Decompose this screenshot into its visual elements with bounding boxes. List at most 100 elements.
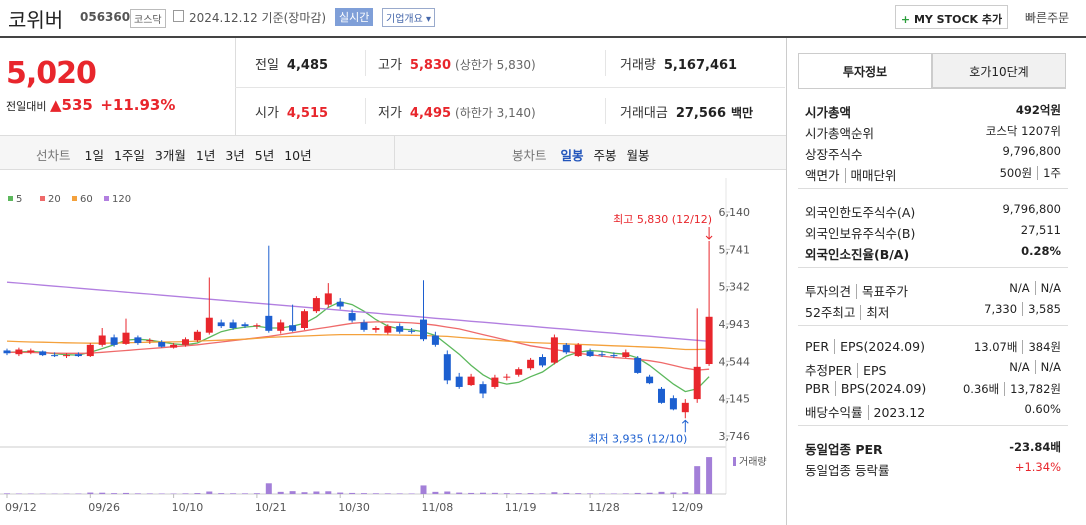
volume-bar [99, 492, 106, 494]
volume-bar [456, 492, 463, 494]
date: 2024.12.12 기준(장마감) [189, 9, 326, 26]
calendar-icon [173, 10, 184, 22]
value-part: N/A [1034, 281, 1061, 295]
info-label: 배당수익률 2023.12 [805, 402, 926, 421]
candle-body [658, 388, 665, 403]
info-value: 0.28% [1021, 244, 1061, 263]
candle-body [217, 322, 225, 327]
tab-item[interactable]: 주봉 [593, 148, 617, 163]
info-label: 시가총액 [805, 102, 851, 121]
label-part: 동일업종 등락률 [805, 463, 890, 478]
item-value: 5,830 [409, 58, 452, 73]
item-label: 시가 [255, 106, 279, 121]
tab-item[interactable]: 월봉 [626, 148, 650, 163]
volume-bar [610, 493, 617, 494]
volume-bar [146, 493, 153, 494]
volume-bar [349, 492, 356, 494]
tab-item[interactable]: 5년 [254, 148, 275, 163]
candle-body [384, 326, 392, 333]
value-part: 0.28% [1021, 244, 1061, 258]
volume-bar [75, 493, 82, 494]
item-value: 27,566 [675, 106, 727, 121]
info-value: 492억원 [1016, 102, 1061, 121]
label-part: 추정PER [805, 363, 853, 378]
change-row: 전일대비 ▲535 +11.93% [6, 96, 175, 114]
volume-bar [87, 492, 94, 494]
volume-bar [361, 493, 367, 494]
label-part: EPS(2024.09) [834, 339, 925, 354]
legend-label: 120 [112, 194, 131, 205]
realtime-button[interactable]: 실시간 [335, 8, 374, 26]
candle-body [455, 376, 463, 387]
volume-bar [218, 493, 225, 494]
candle-body [182, 339, 189, 345]
label-part: 최저 [860, 305, 890, 320]
change-number: 535 [61, 96, 93, 114]
current-price: 5,020 [6, 56, 97, 91]
candle-body [146, 340, 154, 342]
info-label: 동일업종 PER [805, 439, 883, 458]
tab-item[interactable]: 3개월 [154, 148, 186, 163]
my-stock-button[interactable]: + MY STOCK 추가 [895, 5, 1008, 29]
tab-item[interactable]: 10년 [284, 148, 312, 163]
label-part: 52주최고 [805, 305, 856, 320]
info-value: 7,330 3,585 [984, 302, 1061, 321]
volume-bar [242, 493, 248, 494]
high-label: 최고 5,830 (12/12) [613, 213, 712, 226]
candle-body [74, 354, 82, 357]
volume-bar [4, 493, 10, 494]
quick-order[interactable]: 빠른주문 [1025, 11, 1070, 25]
tab-heading: 봉차트 [512, 148, 547, 163]
tab-invest[interactable]: 투자정보 [798, 53, 932, 88]
info-label: 52주최고 최저 [805, 302, 890, 321]
info-value: N/A N/A [1009, 281, 1061, 300]
date-value: 2024.12.12 [189, 11, 258, 25]
tab-item[interactable]: 1년 [195, 148, 216, 163]
tab-item[interactable]: 일봉 [560, 148, 584, 163]
candle-body [15, 349, 23, 355]
candle-body [527, 359, 535, 369]
price-item: 거래량 5,167,461 [620, 54, 737, 73]
tab-item[interactable]: 3년 [225, 148, 245, 163]
volume-bar [480, 492, 486, 494]
info-label: 액면가 매매단위 [805, 165, 897, 184]
candle-body [443, 354, 451, 381]
info-row: 배당수익률 2023.12 0.60% [805, 402, 1061, 421]
overview-button[interactable]: 기업개요 ▾ [382, 8, 436, 27]
value-part: 492억원 [1015, 103, 1061, 117]
candle-body [134, 337, 142, 343]
divider [235, 87, 785, 88]
label-part: 2023.12 [867, 405, 926, 420]
candle-body [205, 317, 213, 333]
legend-swatch [8, 196, 13, 201]
value-part: 500원 [999, 166, 1033, 180]
tab-orderbook[interactable]: 호가10단계 [932, 53, 1066, 88]
candle-body [3, 350, 11, 354]
volume-bar [587, 493, 594, 494]
candle-body [348, 313, 356, 321]
legend-label: 60 [80, 194, 93, 205]
divider [365, 50, 366, 76]
divider [394, 135, 395, 170]
label-part: 매매단위 [844, 168, 897, 183]
y-tick-label: 6,140 [719, 206, 751, 219]
tab-heading: 선차트 [36, 148, 71, 163]
info-value: N/A N/A [1009, 360, 1061, 379]
candle-body [408, 330, 416, 332]
item-value: 4,485 [286, 58, 329, 73]
candle-body [705, 316, 713, 365]
candle-body [301, 311, 308, 329]
value-part: N/A [1009, 281, 1030, 295]
volume-bar [646, 492, 653, 494]
candle-body [170, 344, 178, 348]
info-label: 시가총액순위 [805, 123, 874, 142]
value-part: N/A [1009, 360, 1030, 374]
ma-line [6, 281, 710, 342]
price-item: 거래대금 27,566 백만 [620, 102, 753, 121]
tab-item[interactable]: 1일 [84, 148, 104, 163]
value-part: 9,796,800 [1002, 144, 1061, 158]
section-rule [798, 425, 1068, 426]
tab-item[interactable]: 1주일 [113, 148, 145, 163]
tab-group: 봉차트 일봉 주봉 월봉 [512, 145, 660, 164]
legend-label: 20 [48, 194, 61, 205]
